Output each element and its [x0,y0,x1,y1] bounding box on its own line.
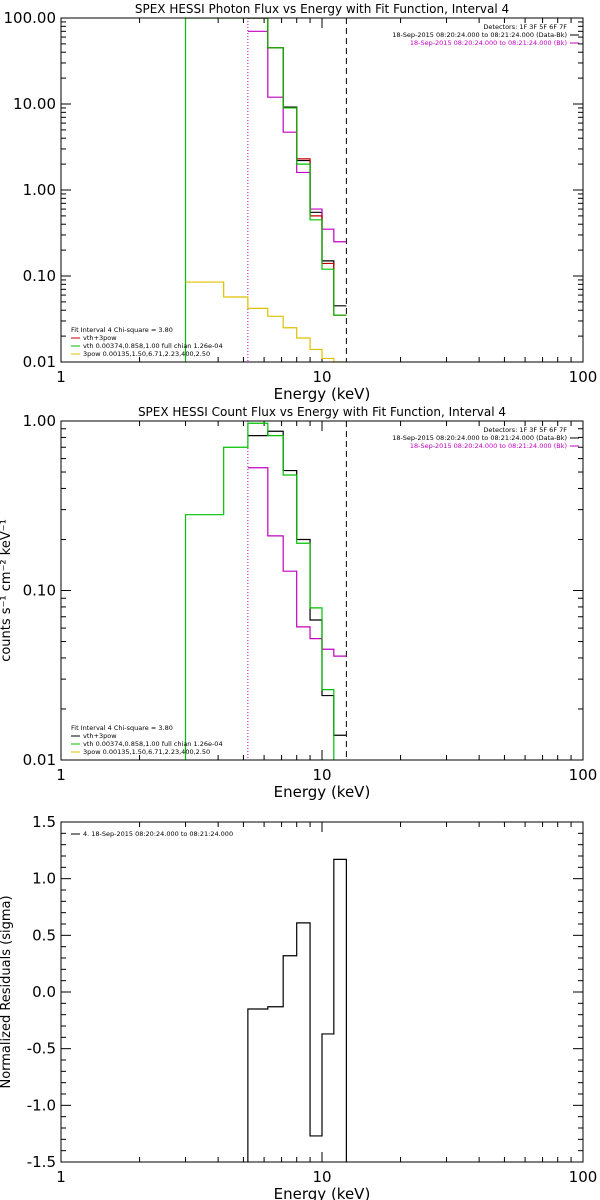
legend-entry: Fit Interval 4 Chi-square = 3.80 [71,724,173,732]
legend-entry: 3pow 0.00135,1.50,6.71,2.23,400,2.50 [83,350,210,358]
y-tick-label: -0.5 [27,1040,56,1058]
legend-entry: vth+3pow [83,732,117,740]
x-tick-label: 10 [312,368,331,386]
chart-3: 1 10 100 -1.5 -1.0 -0.5 0.0 0.5 1.0 1.5 Energy (ke… [0,813,597,1200]
info-text: Detectors: 1F 3F 5F 6F 7F [483,23,567,31]
x-tick-label: 1 [56,1168,66,1186]
y-tick-label: 1.0 [32,870,56,888]
y-tick-label: 0.10 [23,582,56,600]
legend-entry: Fit Interval 4 Chi-square = 3.80 [71,326,173,334]
plot-area [184,18,347,362]
chart-title: SPEX HESSI Count Flux vs Energy with Fit… [138,405,506,419]
y-tick-label: 1.00 [23,181,56,199]
y-tick-label: 10.00 [13,95,56,113]
chart-title: SPEX HESSI Photon Flux vs Energy with Fi… [135,2,509,16]
series-3-line [184,422,335,760]
series-4-line [184,18,347,362]
x-tick-label: 1 [56,368,66,386]
plot-area [184,421,347,760]
info-text: 18-Sep-2015 08:20:24.000 to 08:21:24.000… [410,39,567,47]
y-tick-label: 1.5 [32,813,56,831]
plot-frame [60,821,584,1163]
legend-entry: vth 0.00374,0.858,1.00 full chian 1.26e-… [83,740,223,748]
y-tick-label: -1.5 [27,1153,56,1171]
plot-frame [60,17,584,363]
series-5-line [185,281,347,362]
y-tick-label: -1.0 [27,1096,56,1114]
x-axis-label: Energy (keV) [274,783,371,801]
legend-entry: 3pow 0.00135,1.50,6.71,2.23,400,2.50 [83,748,210,756]
y-tick-label: 0.10 [23,267,56,285]
info-text: Detectors: 1F 3F 5F 6F 7F [483,426,567,434]
plot-area [247,858,347,1162]
x-tick-label: 100 [569,1168,598,1186]
series-1-line [247,858,347,1162]
x-tick-label: 1 [56,766,66,784]
info-text: 18-Sep-2015 08:20:24.000 to 08:21:24.000… [410,442,567,450]
y-axis-label: counts s⁻¹ cm⁻² keV⁻¹ [0,519,14,662]
x-tick-label: 10 [312,1168,331,1186]
y-tick-label: 0.01 [23,751,56,769]
y-tick-label: 100.00 [4,9,57,27]
y-tick-label: 0.0 [32,983,56,1001]
chart-1: SPEX HESSI Photon Flux vs Energy with Fi… [4,2,598,403]
info-text: 18-Sep-2015 08:20:24.000 to 08:21:24.000… [392,31,567,39]
legend-entry: vth+3pow [83,334,117,342]
legend-entry: 4. 18-Sep-2015 08:20:24.000 to 08:21:24.… [83,830,233,838]
x-axis-label: Energy (keV) [274,385,371,403]
plot-frame [60,420,584,761]
series-2-line [247,467,347,657]
x-axis-label: Energy (keV) [274,1185,371,1200]
x-tick-label: 10 [312,766,331,784]
y-axis-label: Normalized Residuals (sigma) [0,895,14,1088]
x-tick-label: 100 [569,368,598,386]
y-tick-label: 0.01 [23,353,56,371]
legend-entry: vth 0.00374,0.858,1.00 full chian 1.26e-… [83,342,223,350]
chart-2: SPEX HESSI Count Flux vs Energy with Fit… [0,405,597,801]
y-tick-label: 1.00 [23,412,56,430]
series-2-line [247,30,347,243]
x-tick-label: 100 [569,766,598,784]
series-1-line [247,430,347,736]
info-text: 18-Sep-2015 08:20:24.000 to 08:21:24.000… [392,434,567,442]
y-tick-label: 0.5 [32,926,56,944]
